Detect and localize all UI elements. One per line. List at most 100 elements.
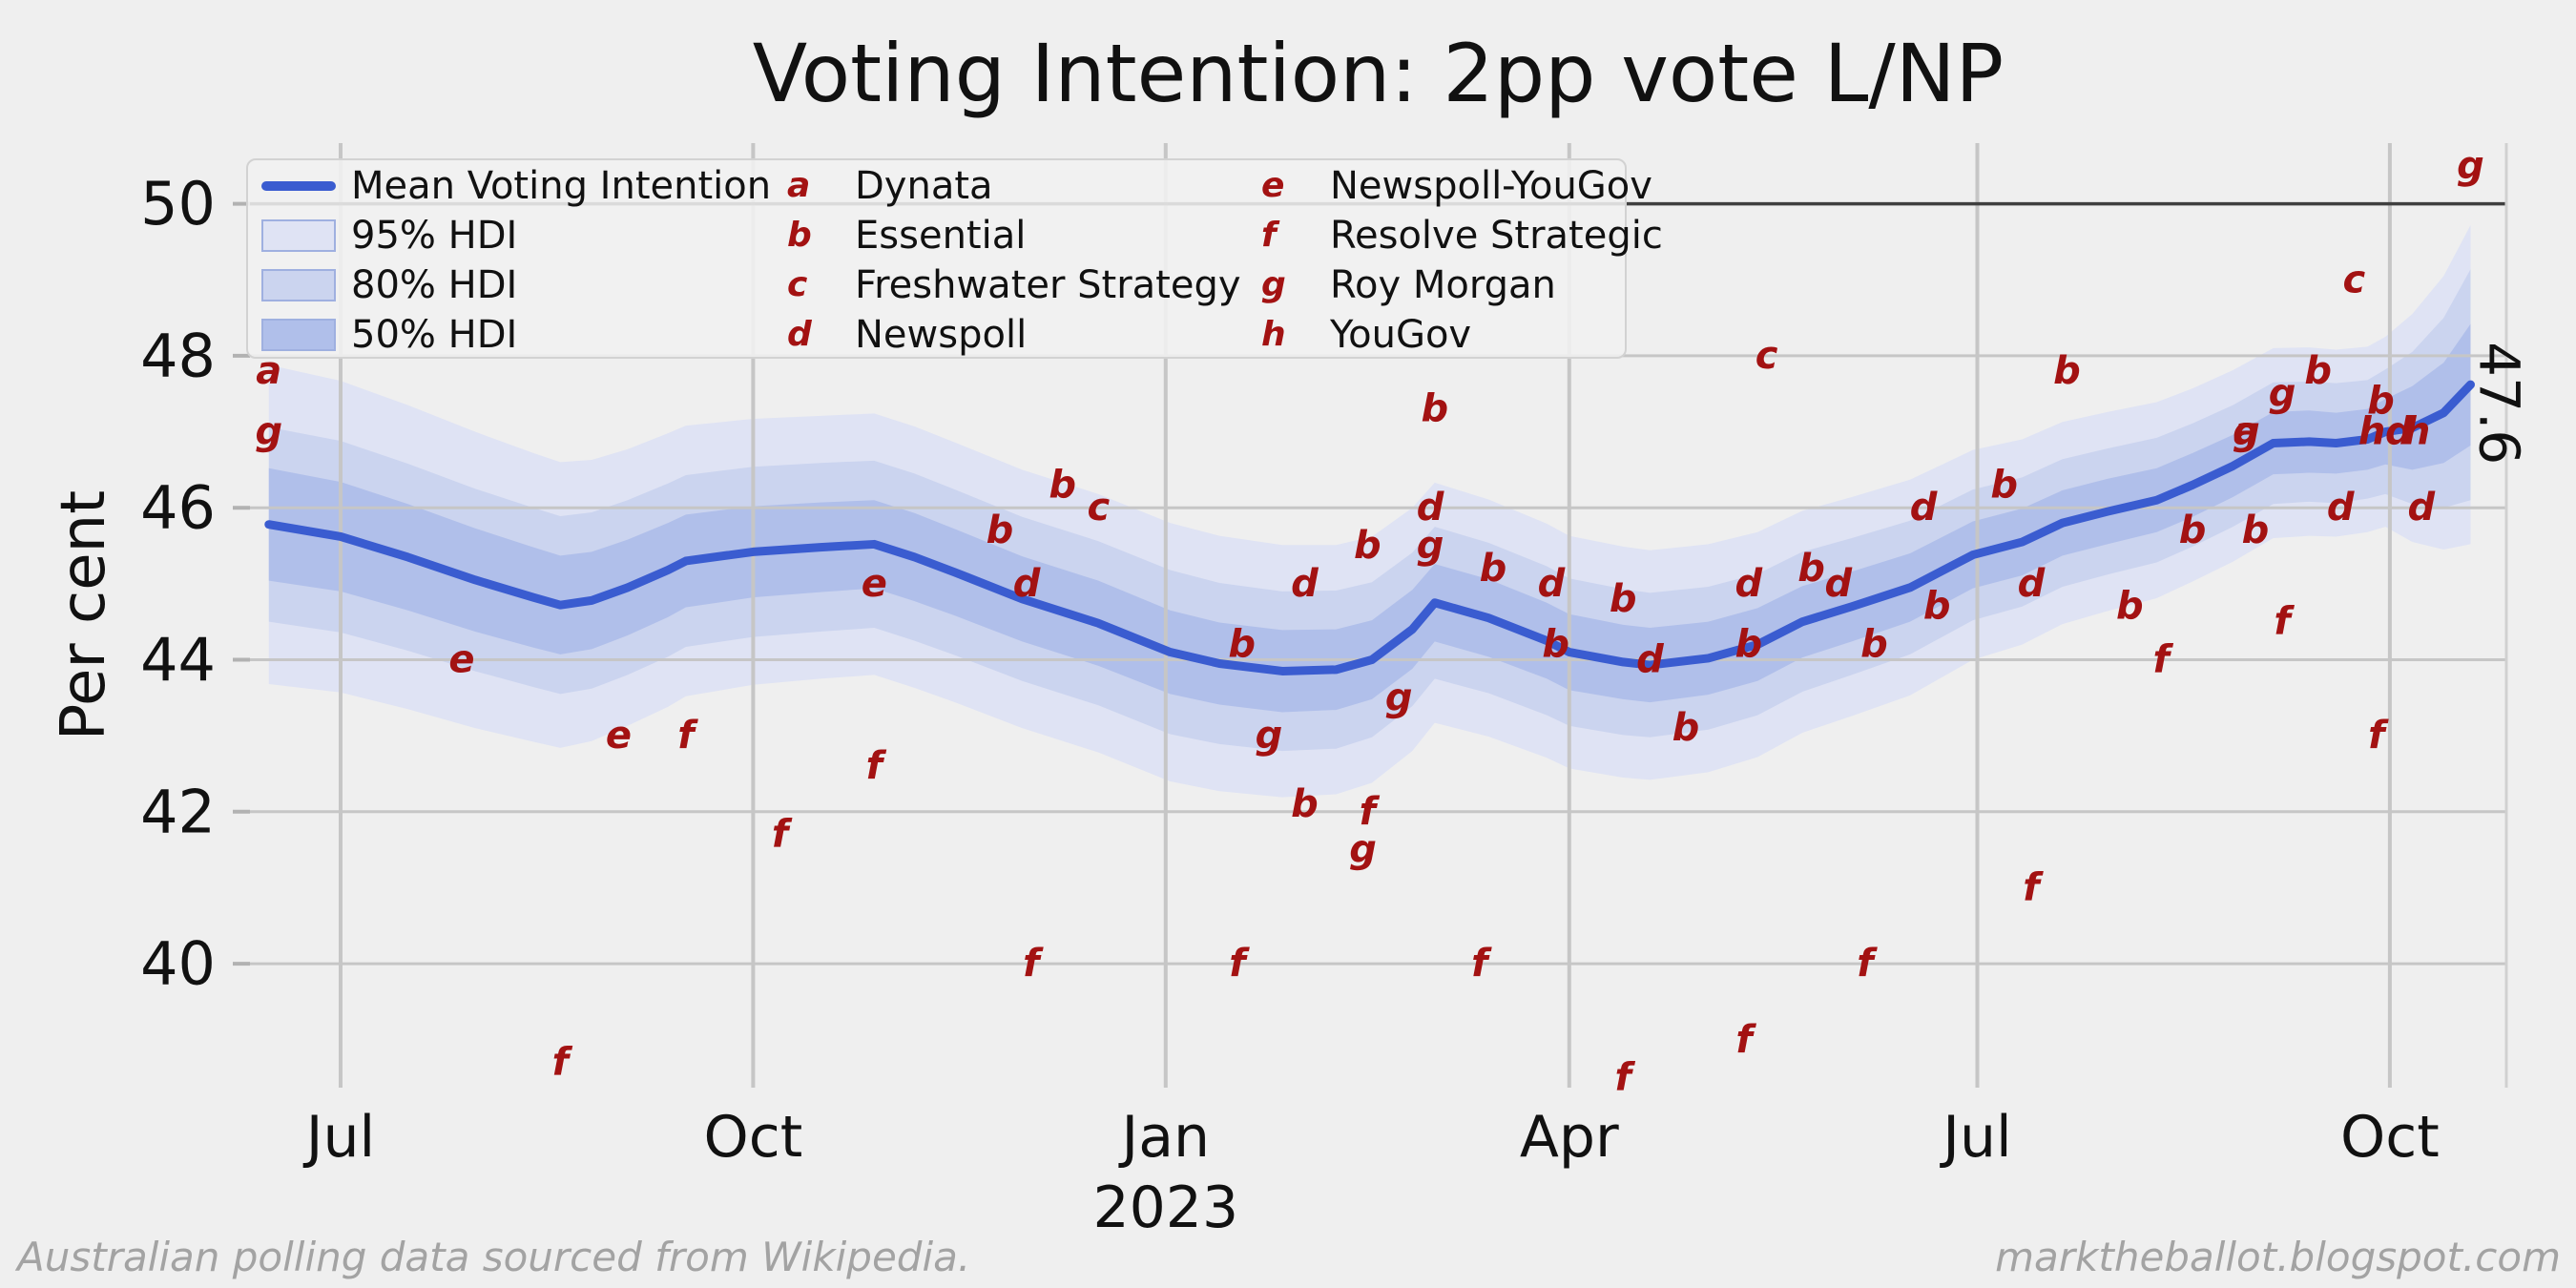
poll-point: f [1735, 1018, 1756, 1062]
legend-pollster-letter: d [787, 315, 812, 354]
legend-swatch-band-95 [261, 219, 336, 252]
y-axis-label: Per cent [49, 489, 119, 741]
x-tick-label: Oct [2340, 1104, 2440, 1171]
footer-site-credit: marktheballot.blogspot.com [1995, 1234, 2561, 1280]
poll-point: d [1538, 562, 1566, 606]
poll-point: e [862, 562, 887, 606]
poll-point: b [1291, 782, 1319, 826]
legend-pollster-letter: e [1261, 166, 1285, 205]
legend-pollster-name: Resolve Strategic [1330, 214, 1663, 258]
poll-point: f [1471, 942, 1492, 986]
legend-pollster-name: Essential [855, 214, 1027, 258]
poll-point: b [2116, 585, 2144, 629]
x-tick-label: Jan [1118, 1104, 1211, 1171]
legend-pollster-name: Dynata [855, 164, 993, 208]
legend-swatch-band-80 [261, 269, 336, 301]
poll-point: b [2367, 380, 2395, 424]
end-value-annotation: 47.6 [2467, 342, 2532, 465]
hdi-band-50 [268, 323, 2471, 713]
legend-pollster-name: Roy Morgan [1330, 263, 1556, 307]
poll-point: f [1360, 790, 1381, 834]
poll-point: b [2053, 349, 2081, 393]
poll-point: g [1256, 714, 1283, 758]
poll-point: a [2233, 410, 2259, 454]
poll-point: f [2274, 600, 2295, 644]
x-tick-label: Jul [302, 1104, 375, 1171]
poll-point: d [2327, 486, 2355, 530]
y-tick-label: 44 [140, 625, 216, 695]
poll-point: d [2407, 486, 2435, 530]
poll-point: d [1735, 562, 1762, 606]
x-tick-label: Apr [1520, 1104, 1619, 1171]
y-tick-label: 42 [140, 777, 216, 846]
poll-point: f [772, 813, 793, 857]
legend-pollster-letter: c [787, 265, 808, 304]
legend-pollster-name: Freshwater Strategy [855, 263, 1241, 307]
poll-point: d [1910, 486, 1938, 530]
x-tick-label: Oct [704, 1104, 803, 1171]
poll-point: f [552, 1041, 573, 1085]
legend-pollster-name: YouGov [1330, 313, 1472, 357]
poll-point: h [2358, 410, 2385, 454]
y-tick-label: 46 [140, 473, 216, 543]
poll-point: d [2385, 410, 2413, 454]
legend-swatch-mean-line [261, 181, 336, 191]
poll-point: b [1990, 463, 2018, 507]
poll-point: h [2403, 410, 2430, 454]
y-tick-label: 40 [140, 929, 216, 999]
hdi-band-80 [268, 269, 2471, 752]
poll-point: f [2152, 638, 2173, 682]
y-tick-label: 50 [140, 169, 216, 239]
poll-point: f [1614, 1056, 1635, 1100]
footer-source-note: Australian polling data sourced from Wik… [17, 1234, 971, 1280]
poll-point: g [1417, 524, 1444, 568]
legend-pollster-name: Newspoll-YouGov [1330, 164, 1652, 208]
x-tick-label: Jul [1939, 1104, 2011, 1171]
poll-point: f [2023, 865, 2044, 909]
poll-point: g [1385, 675, 1413, 719]
poll-point: b [1480, 547, 1507, 591]
poll-point: b [1228, 623, 1256, 667]
y-tick-label: 48 [140, 321, 216, 390]
legend-pollster-letter: a [787, 166, 811, 205]
poll-point: d [1013, 562, 1041, 606]
poll-point: g [2233, 410, 2260, 454]
poll-point: b [2242, 509, 2270, 552]
legend-pollster-letter: b [787, 216, 812, 255]
poll-point: g [255, 410, 282, 454]
legend-pollster-name: Newspoll [855, 313, 1028, 357]
poll-point: g [1349, 828, 1377, 872]
legend-swatch-band-50 [261, 319, 336, 351]
poll-point: d [1824, 562, 1852, 606]
legend: Mean Voting Intention 95% HDI 80% HDI 50% H… [246, 158, 1663, 359]
x-tick-year-label: 2023 [1092, 1174, 1238, 1241]
poll-point: b [1542, 623, 1569, 667]
poll-point: d [2018, 562, 2046, 606]
poll-point: b [1354, 524, 1381, 568]
poll-point: b [1797, 547, 1825, 591]
poll-point: e [448, 638, 474, 682]
poll-point: f [1023, 942, 1044, 986]
poll-point: b [2304, 349, 2332, 393]
poll-point: b [987, 509, 1014, 552]
poll-point: f [1857, 942, 1878, 986]
legend-pollster-letter: h [1261, 315, 1286, 354]
poll-point: c [2342, 258, 2365, 301]
legend-series-label: 80% HDI [351, 263, 518, 307]
poll-point: f [2368, 714, 2389, 758]
poll-point: c [1087, 486, 1110, 530]
poll-point: e [606, 714, 632, 758]
poll-point: b [1672, 706, 1700, 750]
poll-point: b [1421, 387, 1448, 431]
page-title: Voting Intention: 2pp vote L/NP [752, 27, 2005, 120]
poll-point: b [1610, 577, 1637, 621]
poll-point: d [1417, 486, 1444, 530]
poll-point: b [2179, 509, 2207, 552]
legend-series-label: 95% HDI [351, 214, 518, 258]
poll-point: c [1755, 334, 1778, 378]
hdi-band-95 [268, 224, 2471, 798]
poll-point: f [866, 744, 887, 788]
poll-point: f [1229, 942, 1250, 986]
poll-point: b [1860, 623, 1888, 667]
